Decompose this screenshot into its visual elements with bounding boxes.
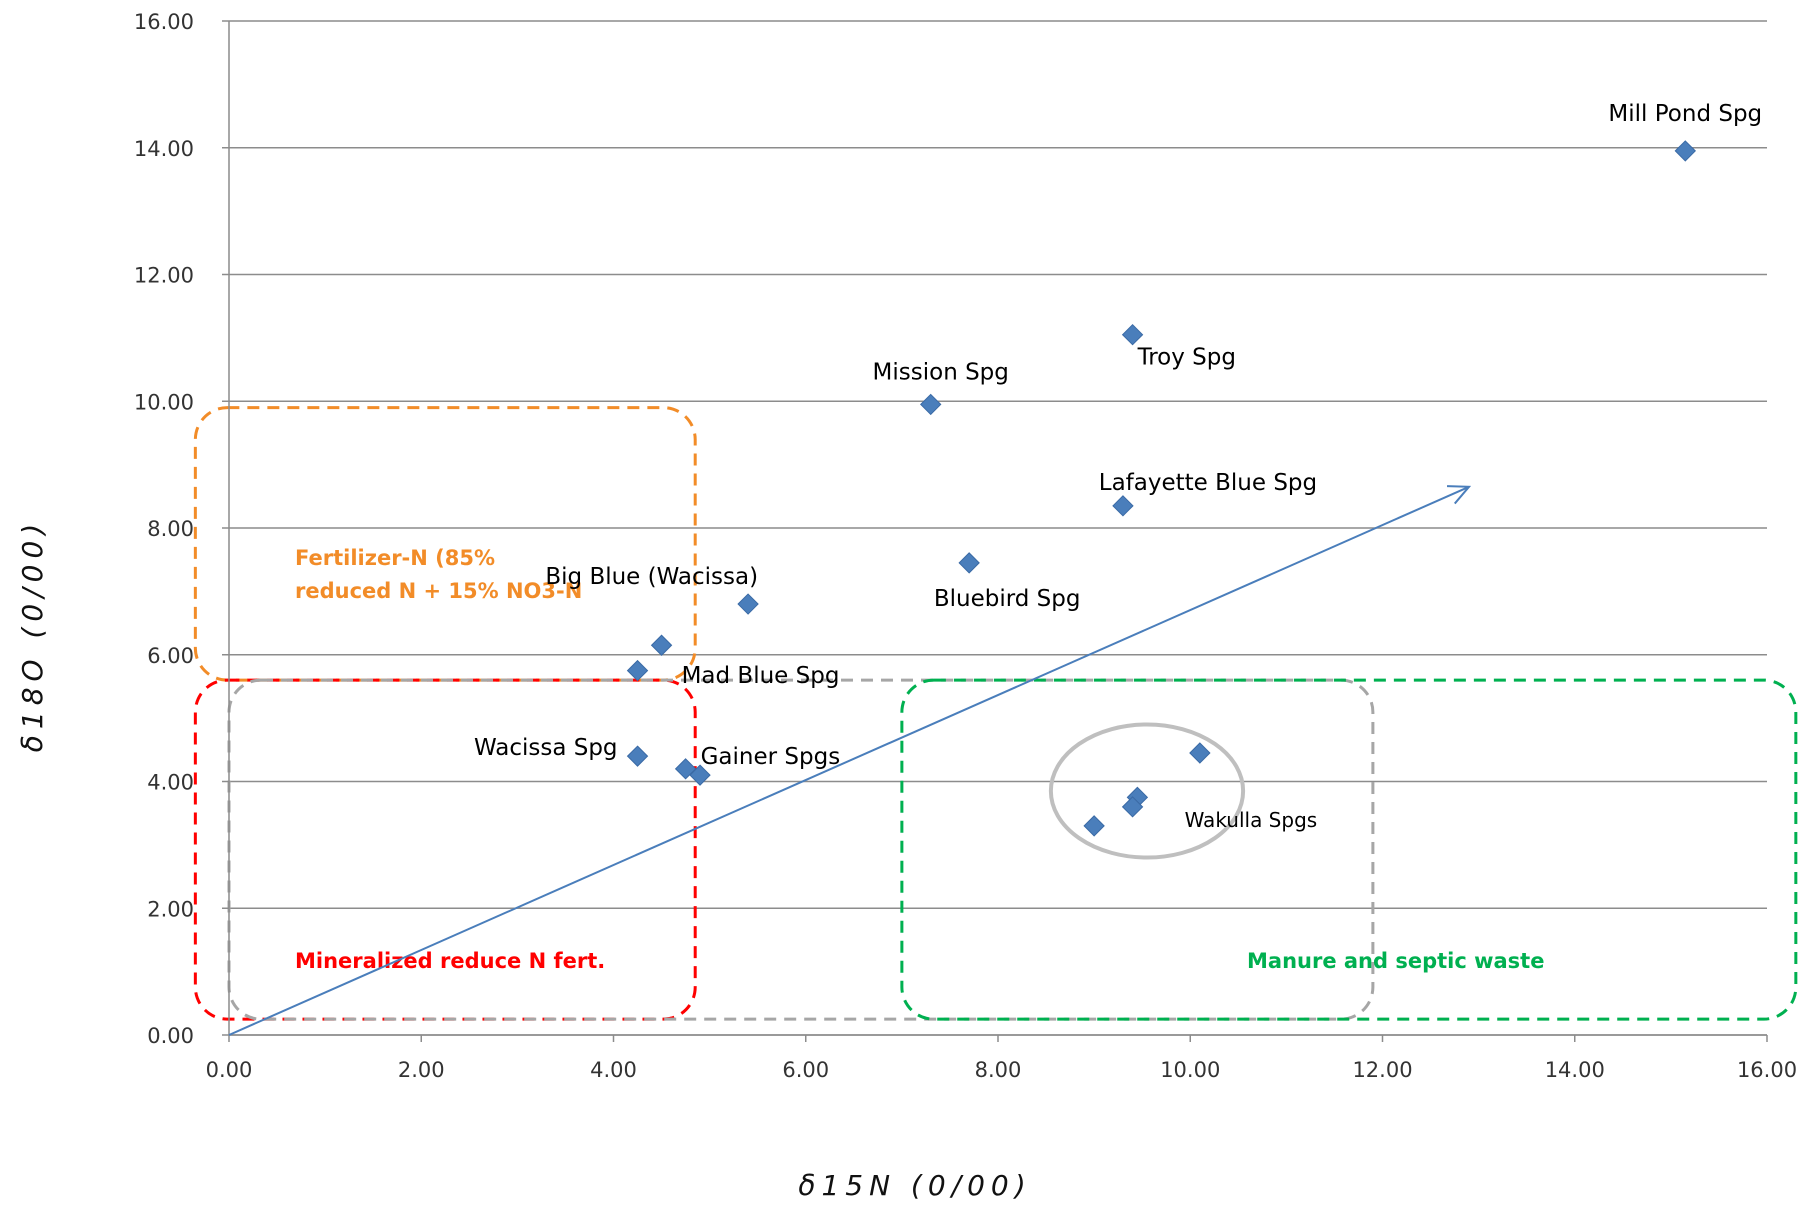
y-tick-label: 4.00	[147, 771, 194, 795]
data-point	[1121, 323, 1144, 346]
region-label: reduced N + 15% NO3-N	[295, 579, 582, 603]
region-label: Mineralized reduce N fert.	[295, 949, 605, 973]
region-label: Manure and septic waste	[1247, 949, 1544, 973]
data-point	[674, 758, 697, 780]
x-tick-label: 8.00	[975, 1058, 1022, 1082]
x-tick-label: 0.00	[206, 1058, 253, 1082]
point-label: Bluebird Spg	[934, 586, 1081, 612]
point-label: Mad Blue Spg	[682, 663, 840, 689]
data-points	[626, 140, 1697, 837]
data-point	[958, 552, 980, 574]
y-axis-title: δ18O (0/00)	[16, 518, 49, 752]
data-point	[1674, 140, 1697, 162]
tick-labels: 0.00 2.00 4.00 6.00 8.00 10.00 12.00 14.00 16.00…	[134, 10, 1797, 1082]
y-tick-label: 2.00	[147, 897, 194, 921]
x-tick-label: 16.00	[1737, 1058, 1797, 1082]
x-tick-label: 2.00	[398, 1058, 445, 1082]
cluster-ellipse	[1048, 722, 1246, 860]
data-point	[920, 393, 942, 416]
data-point	[737, 593, 759, 615]
data-point	[1189, 742, 1211, 764]
y-tick-label: 0.00	[147, 1024, 194, 1048]
data-point	[1121, 796, 1144, 818]
point-labels: Mill Pond Spg Troy Spg Mission Spg Lafayett…	[474, 101, 1762, 832]
y-tick-label: 16.00	[134, 10, 194, 34]
point-label: Big Blue (Wacissa)	[545, 564, 758, 590]
trend-arrow	[228, 485, 1472, 1036]
point-label: Wakulla Spgs	[1185, 808, 1318, 832]
point-label: Wacissa Spg	[474, 735, 618, 761]
x-tick-label: 10.00	[1160, 1058, 1220, 1082]
x-tick-label: 14.00	[1545, 1058, 1605, 1082]
x-tick-label: 12.00	[1352, 1058, 1412, 1082]
y-tick-label: 12.00	[134, 264, 194, 288]
region-box	[900, 678, 1798, 1021]
y-tick-label: 8.00	[147, 517, 194, 541]
point-label: Mission Spg	[873, 359, 1009, 385]
data-point	[650, 634, 673, 656]
x-tick-label: 6.00	[782, 1058, 829, 1082]
x-tick-label: 4.00	[590, 1058, 637, 1082]
trend-arrowhead	[1446, 485, 1472, 505]
axes	[222, 20, 1768, 1042]
data-point	[626, 659, 649, 682]
y-tick-label: 6.00	[147, 644, 194, 668]
data-point	[1112, 495, 1134, 517]
x-axis-title: δ15N (0/00)	[798, 1169, 1031, 1202]
source-regions: Fertilizer-N (85% reduced N + 15% NO3-N Mi…	[193, 406, 1798, 1021]
data-point	[1083, 815, 1105, 837]
point-label: Gainer Spgs	[701, 744, 841, 770]
trend-line	[228, 485, 1470, 1036]
region-label: Fertilizer-N (85%	[295, 546, 495, 570]
y-tick-label: 10.00	[134, 390, 194, 414]
point-label: Troy Spg	[1137, 345, 1236, 371]
point-label: Lafayette Blue Spg	[1099, 470, 1317, 496]
point-label: Mill Pond Spg	[1608, 101, 1762, 127]
region-box	[193, 406, 697, 682]
data-point	[689, 764, 711, 786]
data-point	[626, 745, 649, 767]
gridlines	[229, 20, 1767, 1036]
y-tick-label: 14.00	[134, 137, 194, 161]
